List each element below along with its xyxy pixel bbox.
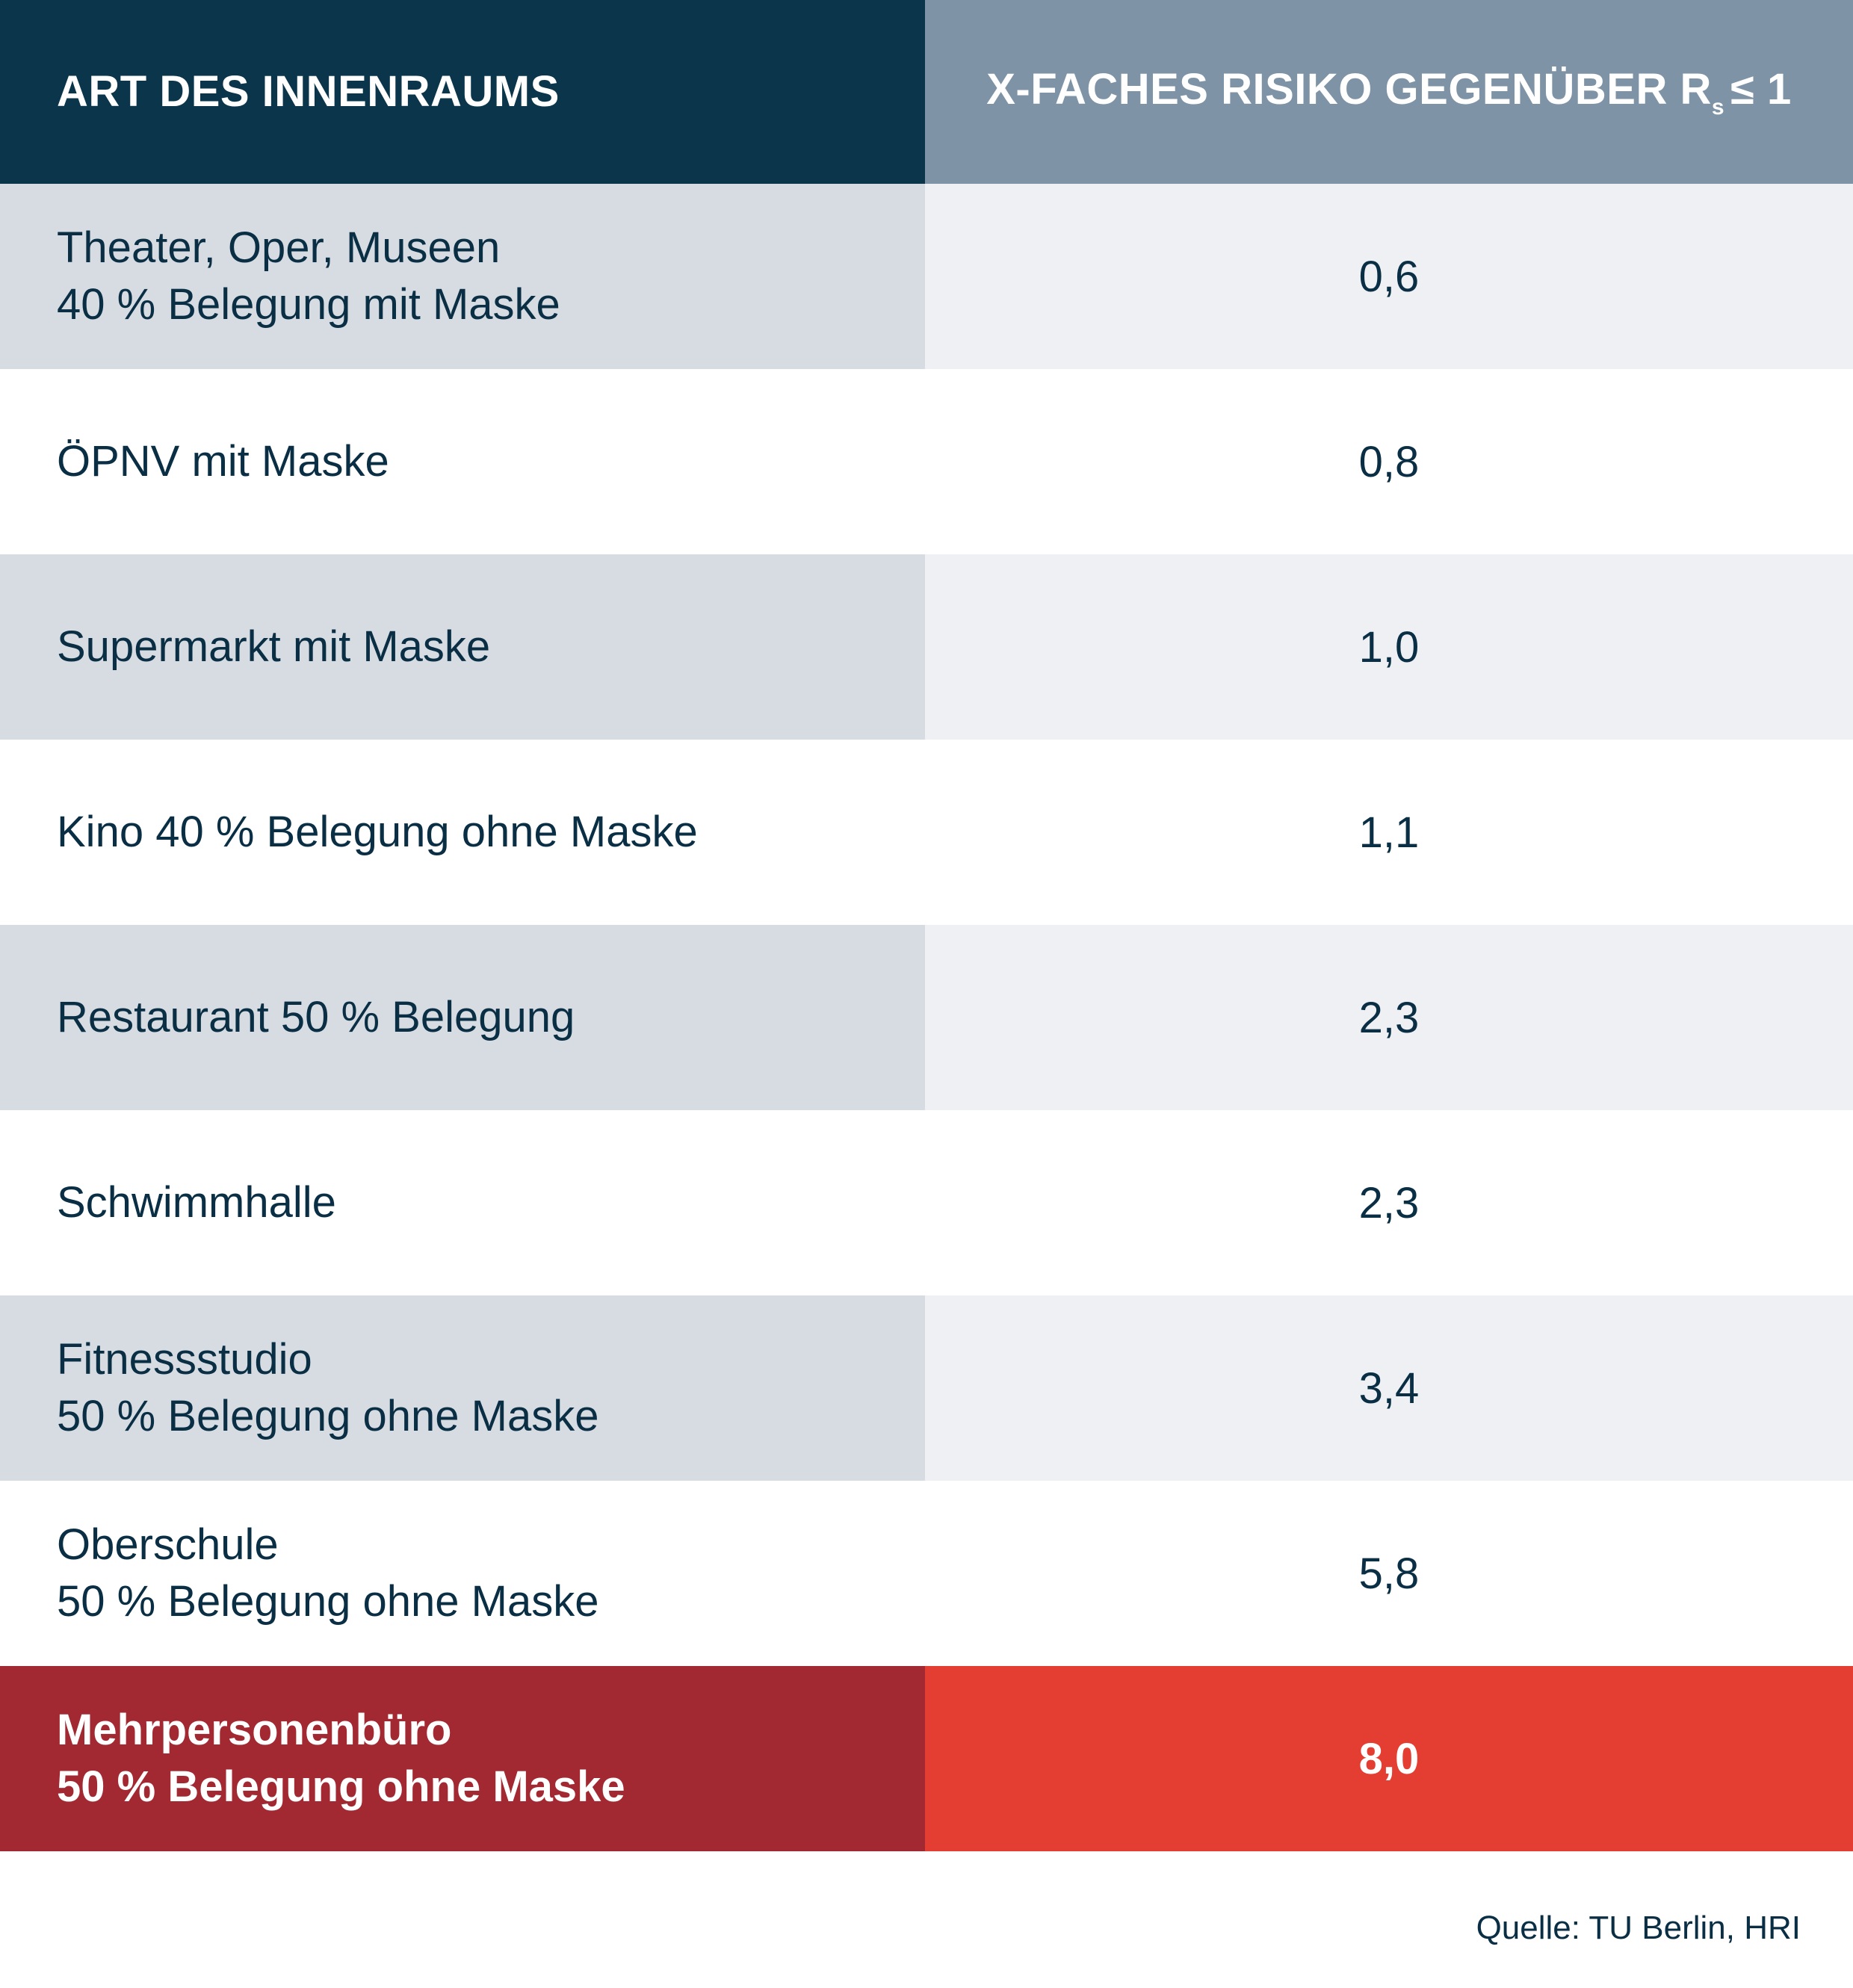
risk-value-label: 2,3 bbox=[1358, 993, 1420, 1042]
risk-value-cell: 2,3 bbox=[925, 925, 1853, 1110]
room-type-line: ÖPNV mit Maske bbox=[57, 437, 389, 486]
room-type-line: Mehrpersonenbüro bbox=[57, 1706, 452, 1754]
room-type-line: 40 % Belegung mit Maske bbox=[57, 280, 560, 329]
room-type-line: Fitnessstudio bbox=[57, 1335, 312, 1384]
risk-value-cell: 1,0 bbox=[925, 554, 1853, 740]
risk-value-cell: 8,0 bbox=[925, 1666, 1853, 1851]
column-header-risk-label: X-FACHES RISIKO GEGENÜBER Rs ≤ 1 bbox=[986, 64, 1792, 120]
room-type-line: Oberschule bbox=[57, 1520, 279, 1569]
table-row: Oberschule 50 % Belegung ohne Maske 5,8 bbox=[0, 1481, 1853, 1666]
table-row: Fitnessstudio 50 % Belegung ohne Maske 3,4 bbox=[0, 1295, 1853, 1481]
room-type-cell: ÖPNV mit Maske bbox=[0, 369, 925, 554]
column-header-room-type: ART DES INNENRAUMS bbox=[0, 0, 925, 184]
risk-table: ART DES INNENRAUMS X-FACHES RISIKO GEGEN… bbox=[0, 0, 1853, 1851]
table-row: Mehrpersonenbüro 50 % Belegung ohne Maske… bbox=[0, 1666, 1853, 1851]
risk-value-label: 2,3 bbox=[1358, 1178, 1420, 1227]
room-type-cell: Theater, Oper, Museen 40 % Belegung mit M… bbox=[0, 184, 925, 369]
room-type-line: 50 % Belegung ohne Maske bbox=[57, 1762, 625, 1811]
table-row: ÖPNV mit Maske 0,8 bbox=[0, 369, 1853, 554]
risk-value-label: 8,0 bbox=[1358, 1734, 1420, 1783]
room-type-cell: Schwimmhalle bbox=[0, 1110, 925, 1295]
table-row: Schwimmhalle 2,3 bbox=[0, 1110, 1853, 1295]
room-type-line: Kino 40 % Belegung ohne Maske bbox=[57, 808, 698, 856]
room-type-line: Restaurant 50 % Belegung bbox=[57, 993, 575, 1041]
column-header-room-type-label: ART DES INNENRAUMS bbox=[57, 67, 560, 116]
room-type-line: Theater, Oper, Museen bbox=[57, 223, 501, 272]
risk-value-cell: 1,1 bbox=[925, 740, 1853, 925]
room-type-line: 50 % Belegung ohne Maske bbox=[57, 1577, 599, 1626]
room-type-cell: Kino 40 % Belegung ohne Maske bbox=[0, 740, 925, 925]
risk-value-cell: 3,4 bbox=[925, 1295, 1853, 1481]
risk-value-label: 0,8 bbox=[1358, 437, 1420, 486]
room-type-cell: Oberschule 50 % Belegung ohne Maske bbox=[0, 1481, 925, 1666]
table-row: Supermarkt mit Maske 1,0 bbox=[0, 554, 1853, 740]
table-header: ART DES INNENRAUMS X-FACHES RISIKO GEGEN… bbox=[0, 0, 1853, 184]
risk-value-label: 0,6 bbox=[1358, 252, 1420, 301]
room-type-cell: Supermarkt mit Maske bbox=[0, 554, 925, 740]
room-type-line: Supermarkt mit Maske bbox=[57, 622, 491, 671]
room-type-line: Schwimmhalle bbox=[57, 1178, 336, 1227]
source-note: Quelle: TU Berlin, HRI bbox=[1476, 1910, 1801, 1946]
risk-value-label: 1,1 bbox=[1358, 808, 1420, 857]
risk-value-label: 3,4 bbox=[1358, 1363, 1420, 1413]
room-type-cell: Fitnessstudio 50 % Belegung ohne Maske bbox=[0, 1295, 925, 1481]
risk-value-cell: 2,3 bbox=[925, 1110, 1853, 1295]
risk-value-label: 5,8 bbox=[1358, 1549, 1420, 1598]
room-type-cell: Restaurant 50 % Belegung bbox=[0, 925, 925, 1110]
table-row: Restaurant 50 % Belegung 2,3 bbox=[0, 925, 1853, 1110]
risk-value-cell: 0,6 bbox=[925, 184, 1853, 369]
table-body: Theater, Oper, Museen 40 % Belegung mit M… bbox=[0, 184, 1853, 1851]
risk-value-cell: 0,8 bbox=[925, 369, 1853, 554]
risk-value-cell: 5,8 bbox=[925, 1481, 1853, 1666]
room-type-line: 50 % Belegung ohne Maske bbox=[57, 1392, 599, 1440]
column-header-risk: X-FACHES RISIKO GEGENÜBER Rs ≤ 1 bbox=[925, 0, 1853, 184]
table-row: Theater, Oper, Museen 40 % Belegung mit M… bbox=[0, 184, 1853, 369]
room-type-cell: Mehrpersonenbüro 50 % Belegung ohne Maske bbox=[0, 1666, 925, 1851]
risk-value-label: 1,0 bbox=[1358, 622, 1420, 672]
table-row: Kino 40 % Belegung ohne Maske 1,1 bbox=[0, 740, 1853, 925]
